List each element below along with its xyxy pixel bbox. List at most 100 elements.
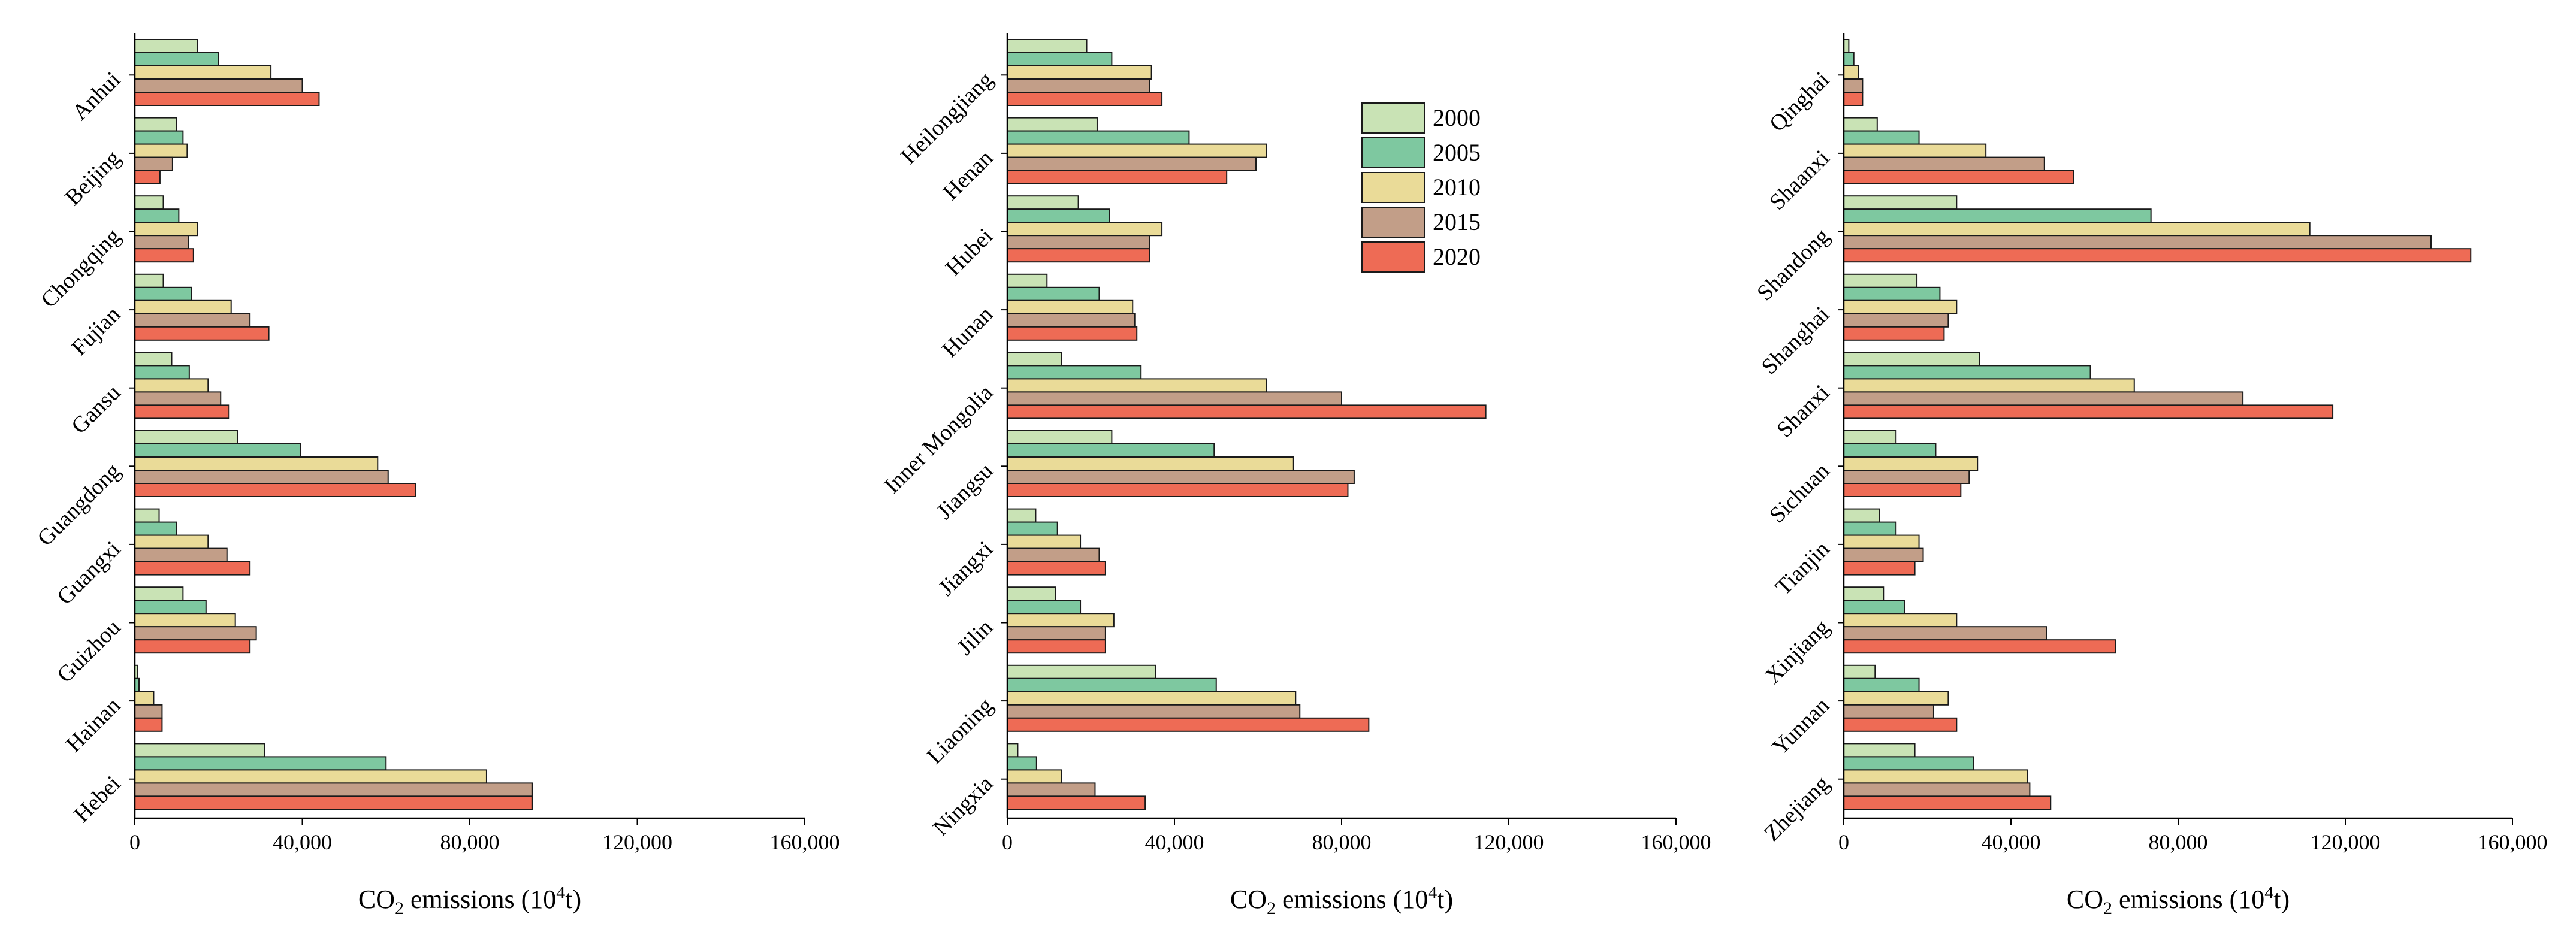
- bar-tianjin-2005: [1843, 521, 1897, 536]
- bar-xinjiang-2015: [1843, 626, 2047, 641]
- x-tick-label: 120,000: [2311, 830, 2381, 854]
- x-tick-label: 80,000: [440, 830, 500, 854]
- x-tick-label: 0: [1838, 830, 1849, 854]
- bar-guizhou-2010: [134, 613, 236, 628]
- bar-shanxi-2020: [1843, 404, 2334, 419]
- bar-hebei-2020: [134, 795, 533, 810]
- bar-xinjiang-2020: [1843, 639, 2116, 654]
- bar-gansu-2010: [134, 378, 209, 393]
- bar-guangdong-2005: [134, 443, 301, 458]
- bar-zhejiang-2000: [1843, 743, 1916, 758]
- bar-hainan-2020: [134, 717, 163, 732]
- category-label: Shandong: [1752, 223, 1834, 305]
- category-label: Qinghai: [1765, 67, 1834, 137]
- bar-liaoning-2000: [1007, 664, 1156, 679]
- category-label: Hunan: [937, 302, 998, 362]
- bar-guangdong-2010: [134, 456, 379, 471]
- bar-jiangxi-2010: [1007, 534, 1082, 549]
- legend-swatch-2010: [1361, 172, 1425, 203]
- bar-hubei-2000: [1007, 195, 1079, 210]
- bar-guangxi-2010: [134, 534, 209, 549]
- bar-beijing-2015: [134, 156, 173, 171]
- category-label: Shaanxi: [1765, 146, 1834, 215]
- bar-anhui-2005: [134, 52, 219, 66]
- bar-hebei-2005: [134, 756, 387, 771]
- bar-hebei-2000: [134, 743, 265, 758]
- bar-heilongjiang-2020: [1007, 92, 1163, 106]
- bar-henan-2015: [1007, 156, 1257, 171]
- category-label: Zhejiang: [1759, 771, 1834, 846]
- legend-swatch-2020: [1361, 241, 1425, 273]
- bar-guizhou-2015: [134, 626, 257, 641]
- bar-tianjin-2010: [1843, 534, 1920, 549]
- bar-jiangsu-2015: [1007, 470, 1355, 484]
- bar-shaanxi-2000: [1843, 117, 1878, 132]
- bar-chongqing-2010: [134, 222, 198, 237]
- bar-shaanxi-2015: [1843, 156, 2045, 171]
- bar-guangdong-2015: [134, 470, 389, 484]
- x-tick-label: 80,000: [2149, 830, 2208, 854]
- bar-hainan-2010: [134, 691, 155, 706]
- bar-heilongjiang-2000: [1007, 39, 1088, 53]
- legend-swatch-2015: [1361, 207, 1425, 238]
- bar-jilin-2020: [1007, 639, 1106, 654]
- bar-yunnan-2000: [1843, 664, 1876, 679]
- category-label: Sichuan: [1765, 458, 1834, 528]
- bar-henan-2000: [1007, 117, 1098, 132]
- bar-zhejiang-2010: [1843, 769, 2028, 784]
- bar-jilin-2000: [1007, 586, 1056, 601]
- bar-qinghai-2005: [1843, 52, 1855, 66]
- bar-henan-2020: [1007, 170, 1228, 184]
- category-label: Henan: [938, 146, 998, 205]
- category-label: Jiangsu: [932, 458, 998, 524]
- bar-jiangxi-2020: [1007, 561, 1106, 576]
- x-tick-label: 0: [129, 830, 140, 854]
- bar-guangdong-2020: [134, 483, 416, 497]
- bar-zhejiang-2005: [1843, 756, 1974, 771]
- bar-shanghai-2000: [1843, 273, 1918, 288]
- bar-sichuan-2000: [1843, 430, 1897, 444]
- bar-xinjiang-2010: [1843, 613, 1958, 628]
- bar-xinjiang-2005: [1843, 600, 1905, 615]
- legend-label-2000: 2000: [1433, 104, 1481, 131]
- x-axis-title: CO2 emissions (104t): [2067, 883, 2290, 918]
- bar-qinghai-2010: [1843, 65, 1859, 80]
- category-label: Guizhou: [52, 615, 125, 688]
- bar-chongqing-2000: [134, 195, 164, 210]
- bar-yunnan-2005: [1843, 677, 1920, 692]
- bar-shanghai-2020: [1843, 326, 1945, 341]
- bar-beijing-2010: [134, 143, 188, 158]
- x-tick-label: 120,000: [602, 830, 672, 854]
- bar-anhui-2000: [134, 39, 198, 53]
- bar-qinghai-2000: [1843, 39, 1850, 53]
- bar-ningxia-2000: [1007, 743, 1019, 758]
- bar-henan-2010: [1007, 143, 1267, 158]
- bar-jilin-2010: [1007, 613, 1115, 628]
- bar-hunan-2020: [1007, 326, 1138, 341]
- bar-hubei-2015: [1007, 235, 1150, 250]
- bar-fujian-2010: [134, 299, 232, 314]
- category-label: Hainan: [61, 693, 125, 757]
- x-tick-label: 0: [1002, 830, 1013, 854]
- bar-fujian-2005: [134, 286, 192, 301]
- category-label: Hubei: [941, 223, 998, 280]
- bar-shaanxi-2010: [1843, 143, 1987, 158]
- bar-shandong-2005: [1843, 208, 2152, 223]
- bar-hubei-2005: [1007, 208, 1110, 223]
- category-label: Liaoning: [922, 693, 998, 769]
- bar-shanxi-2000: [1843, 352, 1980, 367]
- bar-qinghai-2015: [1843, 78, 1864, 93]
- bar-xinjiang-2000: [1843, 586, 1885, 601]
- bar-tianjin-2000: [1843, 508, 1880, 523]
- bar-inner-mongolia-2020: [1007, 404, 1487, 419]
- bar-inner-mongolia-2000: [1007, 352, 1062, 367]
- x-tick-label: 40,000: [273, 830, 332, 854]
- bar-fujian-2015: [134, 313, 251, 328]
- bar-guizhou-2020: [134, 639, 251, 654]
- x-axis-title: CO2 emissions (104t): [358, 883, 581, 918]
- category-label: Shanghai: [1757, 302, 1835, 380]
